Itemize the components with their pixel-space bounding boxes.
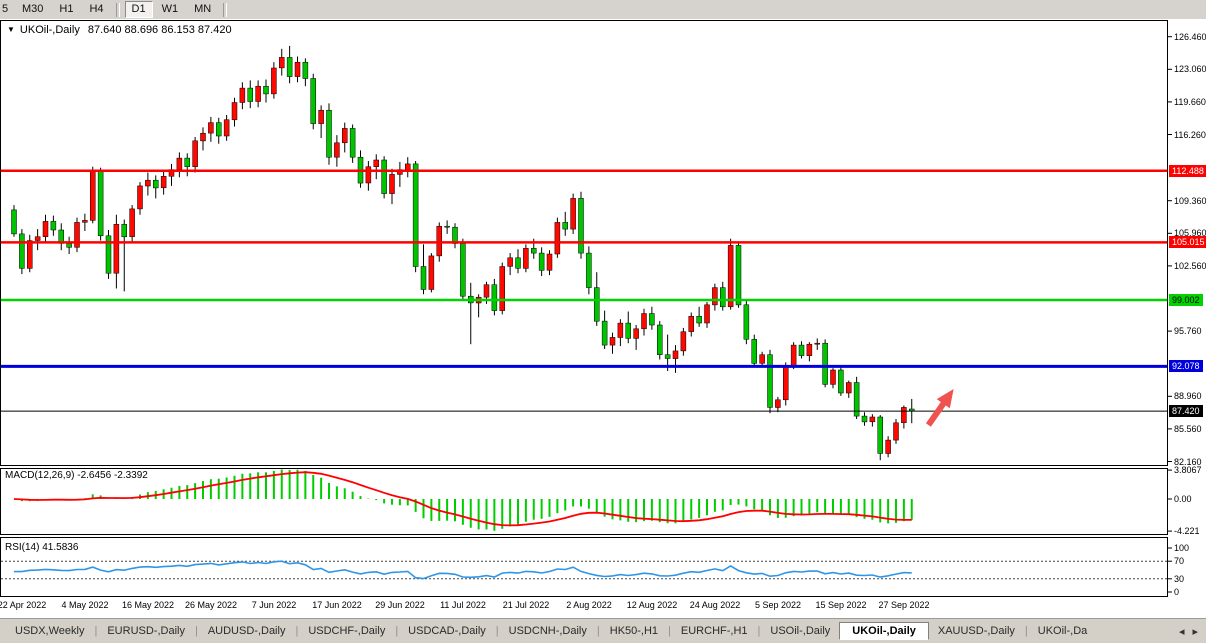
symbol-tab[interactable]: UKOil-,Da <box>1037 625 1088 637</box>
chart-symbol-label: UKOil-,Daily <box>19 24 80 36</box>
date-axis-label: 16 May 2022 <box>121 600 175 610</box>
tab-separator: | <box>757 625 761 637</box>
date-axis-label: 11 Jul 2022 <box>440 600 486 610</box>
timeframe-button-m30[interactable]: M30 <box>22 3 44 15</box>
date-axis-label: 26 May 2022 <box>184 600 238 610</box>
macd-axis-label: 3.8067 <box>1174 465 1202 475</box>
price-level-badge: 105.015 <box>1169 236 1206 248</box>
symbol-tab[interactable]: USDCHF-,Daily <box>308 625 386 637</box>
horizontal-lines[interactable] <box>1 169 1167 412</box>
tab-separator: | <box>94 625 98 637</box>
price-level-badge: 87.420 <box>1169 405 1203 417</box>
symbol-dropdown-icon[interactable]: ▼ <box>7 25 15 34</box>
macd-axis-label: -4.221 <box>1174 526 1200 536</box>
tab-separator: | <box>668 625 671 637</box>
tab-separator: | <box>596 625 600 637</box>
price-axis-label: 123.060 <box>1174 64 1206 74</box>
date-axis-label: 17 Jun 2022 <box>312 600 362 610</box>
price-axis-label: 119.660 <box>1174 97 1206 107</box>
macd-values: -2.6456 -2.3392 <box>77 470 148 481</box>
tab-separator: | <box>295 625 299 637</box>
tab-separator: | <box>194 625 198 637</box>
price-axis-label: 109.360 <box>1174 196 1206 206</box>
symbol-tab[interactable]: AUDUSD-,Daily <box>207 625 286 637</box>
tab-scroll-right-icon[interactable]: ▸ <box>1192 625 1198 638</box>
timeframe-button-mn[interactable]: MN <box>194 3 212 15</box>
chart-title: ▼ UKOil-,Daily 87.640 88.696 86.153 87.420 <box>7 24 232 36</box>
timeframe-toolbar: 5 M30 H1 H4 D1 W1 MN <box>0 0 1206 19</box>
tab-scroll-controls: ◂ ▸ <box>1179 625 1206 638</box>
price-axis-label: 95.760 <box>1174 326 1202 336</box>
symbol-tab[interactable]: EURUSD-,Daily <box>107 625 185 637</box>
symbol-tab[interactable]: EURCHF-,H1 <box>680 625 748 637</box>
date-axis-label: 12 Aug 2022 <box>626 600 678 610</box>
pane-border <box>0 468 1168 535</box>
symbol-tab[interactable]: USDX,Weekly <box>15 625 85 637</box>
date-axis-label: 29 Jun 2022 <box>375 600 425 610</box>
symbol-tab[interactable]: USDCNH-,Daily <box>508 625 587 637</box>
date-axis-label: 5 Sep 2022 <box>754 600 802 610</box>
price-axis-label: 126.460 <box>1174 32 1206 42</box>
pane-border <box>0 20 1168 466</box>
date-axis-label: 4 May 2022 <box>61 600 109 610</box>
symbol-tab[interactable]: USDCAD-,Daily <box>408 625 486 637</box>
macd-axis-label: 0.00 <box>1174 494 1192 504</box>
macd-name: MACD(12,26,9) <box>5 470 75 481</box>
rsi-line <box>14 560 912 580</box>
date-axis-label: 2 Aug 2022 <box>566 600 612 610</box>
price-axis-label: 88.960 <box>1174 391 1202 401</box>
timeframe-button-w1[interactable]: W1 <box>161 3 179 15</box>
symbol-tab[interactable]: HK50-,H1 <box>609 625 659 637</box>
price-level-badge: 99.002 <box>1169 294 1203 306</box>
date-axis-label: 22 Apr 2022 <box>0 600 47 610</box>
symbol-tab-bar: USDX,Weekly | EURUSD-,Daily | AUDUSD-,Daily |… <box>0 618 1206 643</box>
rsi-axis-label: 30 <box>1174 574 1185 584</box>
date-axis-label: 7 Jun 2022 <box>251 600 297 610</box>
macd-histogram <box>20 469 913 531</box>
tab-scroll-left-icon[interactable]: ◂ <box>1178 625 1185 638</box>
macd-indicator-label: MACD(12,26,9) -2.6456 -2.3392 <box>5 470 148 481</box>
timeframe-button-h4[interactable]: H4 <box>89 3 104 15</box>
rsi-axis-label: 70 <box>1174 556 1185 566</box>
macd-signal-line <box>13 471 912 527</box>
candles <box>11 45 915 461</box>
tab-separator: | <box>1024 625 1028 637</box>
timeframe-button-d1[interactable]: D1 <box>124 1 153 18</box>
date-axis-label: 15 Sep 2022 <box>815 600 867 610</box>
price-level-badge: 92.078 <box>1169 360 1203 372</box>
timeframe-button-h1[interactable]: H1 <box>59 3 74 15</box>
tab-separator: | <box>495 625 499 637</box>
rsi-indicator-label: RSI(14) 41.5836 <box>5 542 78 553</box>
symbol-tab[interactable]: USOil-,Daily <box>770 625 831 637</box>
toolbar-separator <box>223 2 228 17</box>
rsi-axis-label: 0 <box>1174 587 1180 597</box>
price-level-badge: 112.488 <box>1169 165 1206 177</box>
price-axis-label: 82.160 <box>1174 457 1202 467</box>
date-axis-label: 21 Jul 2022 <box>502 600 550 610</box>
price-axis-label: 105.960 <box>1174 228 1206 238</box>
toolbar-separator <box>115 2 120 17</box>
price-axis-label: 85.560 <box>1174 424 1202 434</box>
price-axis-label: 102.560 <box>1174 261 1206 271</box>
chart-canvas[interactable] <box>0 0 1206 618</box>
rsi-axis-label: 100 <box>1174 543 1190 553</box>
tab-separator: | <box>395 625 399 637</box>
rsi-value: 41.5836 <box>42 542 79 553</box>
price-axis-label: 116.260 <box>1174 130 1206 140</box>
trend-arrow-annotation[interactable] <box>922 384 960 429</box>
date-axis-label: 27 Sep 2022 <box>878 600 930 610</box>
pane-border <box>0 537 1168 597</box>
rsi-name: RSI(14) <box>5 542 40 553</box>
timeframe-button-5[interactable]: 5 <box>2 3 9 15</box>
symbol-tab[interactable]: XAUUSD-,Daily <box>937 625 1015 637</box>
chart-panel: ▼ UKOil-,Daily 87.640 88.696 86.153 87.420… <box>0 0 1206 618</box>
symbol-tab[interactable]: UKOil-,Daily <box>839 622 929 640</box>
date-axis-label: 24 Aug 2022 <box>689 600 741 610</box>
chart-ohlc-values: 87.640 88.696 86.153 87.420 <box>87 24 232 36</box>
